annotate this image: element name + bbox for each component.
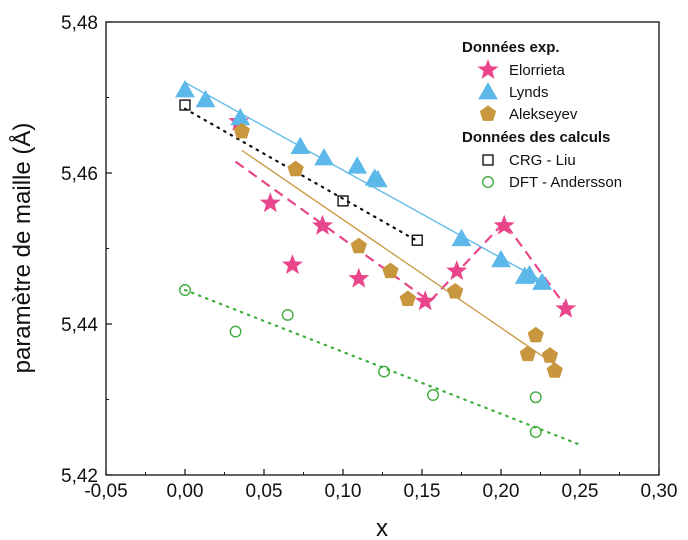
data-point (282, 254, 303, 274)
data-point (230, 107, 251, 126)
legend: Données exp. Elorrieta Lynds Alekseyev Donné… (462, 39, 622, 191)
axis-ticks: -0,05 0,00 0,05 0,10 0,15 0,20 0,25 0,30 5,42 5,4… (61, 13, 677, 502)
data-point (491, 249, 511, 268)
series-lynds (175, 80, 552, 290)
data-point (427, 388, 440, 401)
y-axis-title: paramètre de maille (Å) (8, 123, 36, 374)
series-crg-liu (179, 99, 423, 246)
y-tick-label: 5,42 (61, 466, 98, 487)
data-point (447, 283, 464, 299)
data-point (229, 325, 242, 338)
data-point (348, 267, 370, 288)
series-dft-andersson (179, 284, 542, 438)
data-point (347, 156, 368, 174)
fit-line-elorrieta (234, 160, 569, 310)
data-point (519, 265, 540, 283)
data-point (411, 234, 423, 246)
data-point (493, 214, 515, 235)
fit-line-alekseyev (241, 149, 560, 369)
x-tick-label: 0,15 (404, 481, 441, 502)
data-point (259, 192, 281, 213)
data-point (555, 297, 577, 318)
x-tick-label: 0,20 (483, 481, 520, 502)
legend-label: Lynds (509, 84, 548, 101)
legend-group-calc: Données des calculs (462, 129, 610, 146)
legend-item-alekseyev: Alekseyev (479, 105, 578, 123)
data-point (337, 195, 349, 207)
legend-marker (478, 82, 498, 100)
data-point (175, 80, 195, 98)
legend-marker (482, 154, 494, 166)
data-point (546, 362, 563, 378)
data-point (529, 425, 542, 438)
legend-marker (477, 59, 499, 79)
x-tick-label: 0,30 (641, 481, 678, 502)
y-tick-label: 5,44 (61, 315, 98, 336)
data-point (541, 347, 559, 363)
data-point (195, 89, 216, 108)
data-point (314, 148, 334, 166)
data-point (179, 284, 191, 297)
data-point (529, 391, 542, 404)
legend-item-elorrieta: Elorrieta (477, 59, 566, 79)
legend-group-exp: Données exp. (462, 39, 560, 56)
fit-lines (183, 81, 582, 446)
plot-frame (105, 21, 660, 476)
data-point (414, 290, 436, 311)
data-point (281, 308, 294, 321)
data-point (290, 136, 311, 154)
legend-label: CRG - Liu (509, 152, 576, 169)
x-tick-label: 0,00 (167, 481, 204, 502)
data-point (350, 237, 367, 254)
data-point (312, 214, 333, 235)
x-tick-label: 0,05 (246, 481, 283, 502)
data-point (532, 272, 552, 290)
data-point (367, 169, 388, 188)
data-point (399, 290, 416, 306)
x-axis-title: x (376, 515, 388, 540)
legend-item-lynds: Lynds (478, 82, 548, 101)
fit-line-crg-liu (183, 107, 419, 243)
data-markers (175, 80, 577, 438)
legend-marker (482, 176, 494, 188)
series-alekseyev (233, 122, 563, 378)
legend-marker (479, 105, 497, 121)
x-tick-label: 0,25 (562, 481, 599, 502)
data-point (519, 345, 536, 362)
legend-item-dft-andersson: DFT - Andersson (482, 174, 622, 191)
data-point (233, 122, 250, 139)
data-point (527, 326, 544, 343)
data-point (378, 365, 391, 378)
legend-label: Alekseyev (509, 106, 578, 123)
data-point (287, 160, 304, 177)
legend-item-crg-liu: CRG - Liu (482, 152, 576, 169)
data-point (446, 260, 468, 280)
legend-label: Elorrieta (509, 62, 566, 79)
data-point (179, 99, 191, 111)
legend-label: DFT - Andersson (509, 174, 622, 191)
data-point (451, 228, 472, 247)
fit-line-lynds (184, 81, 546, 284)
x-tick-label: 0,10 (325, 481, 362, 502)
y-tick-label: 5,46 (61, 164, 98, 185)
data-point (382, 262, 399, 279)
y-tick-label: 5,48 (61, 13, 98, 34)
fit-line-dft-andersson (183, 288, 582, 446)
x-tick-label: -0,05 (84, 481, 127, 502)
